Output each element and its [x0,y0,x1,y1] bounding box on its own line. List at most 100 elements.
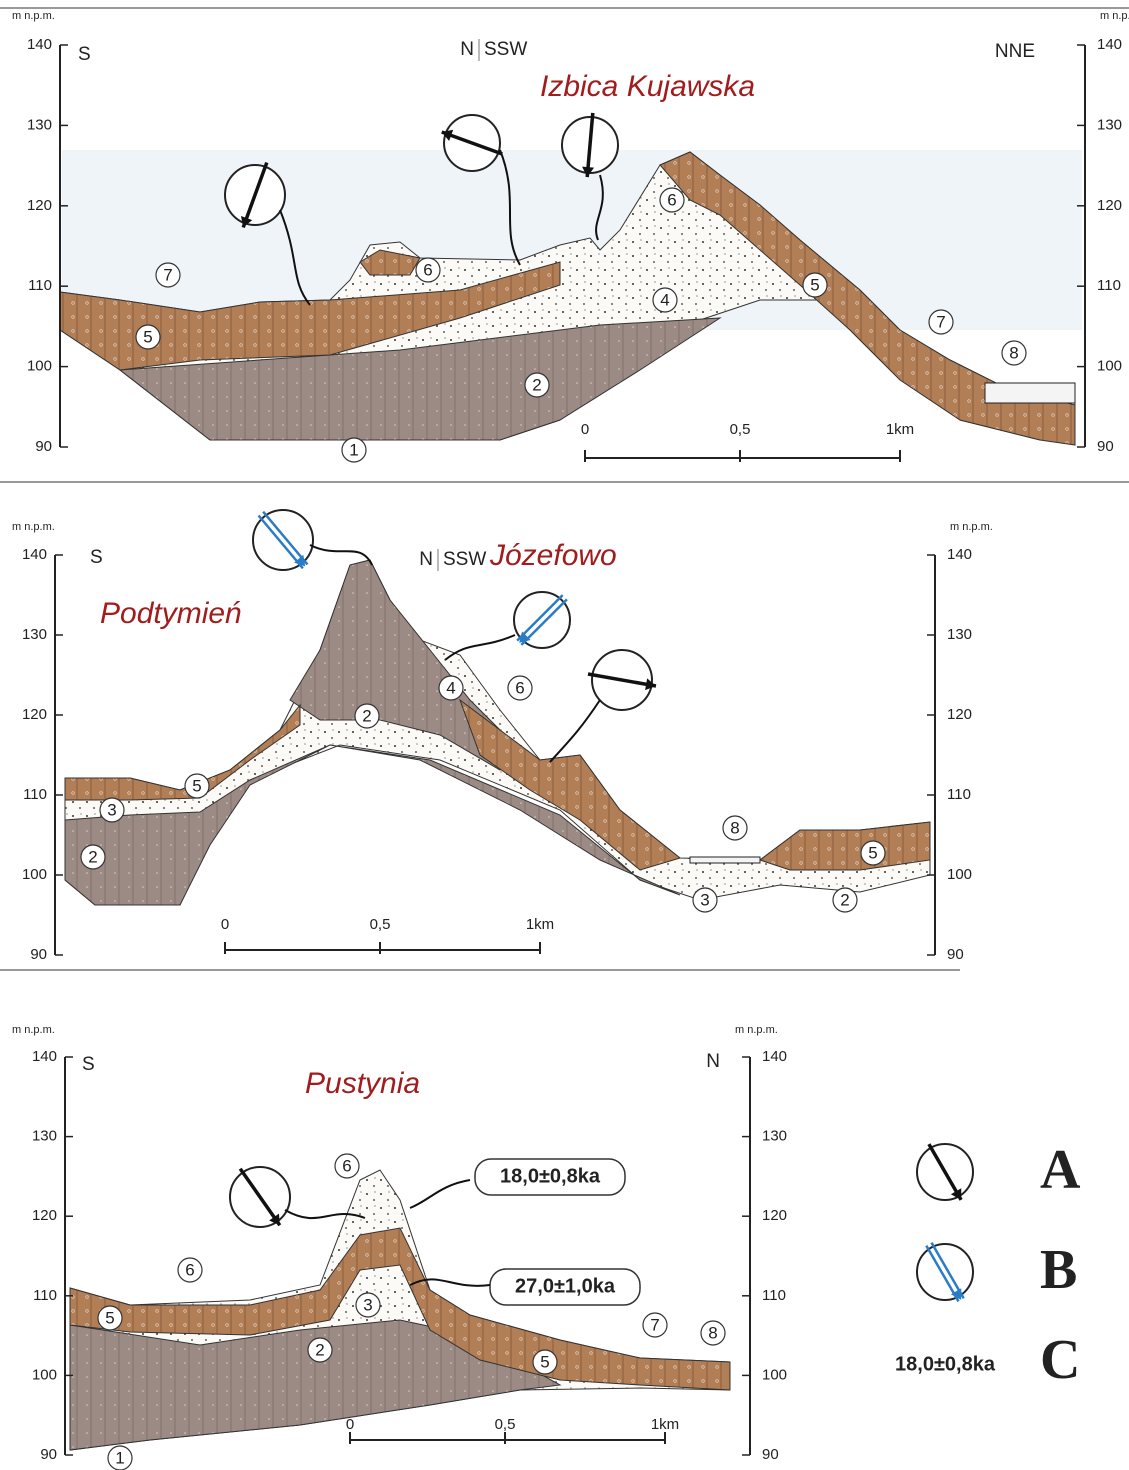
layer-label: 8 [730,818,739,837]
layer-label: 5 [192,776,201,795]
scale-label: 1km [886,421,914,438]
layer-label: 2 [88,847,97,866]
y-tick-label: 90 [35,438,52,455]
y-tick-label: 120 [27,197,52,214]
unit-label: m n.p.m. [12,1024,55,1036]
y-tick-label: 110 [28,277,52,294]
y-tick-label: 100 [762,1366,787,1383]
layer-label: 5 [868,843,877,862]
y-tick-label: 110 [33,1287,57,1304]
y-tick-label: 90 [947,946,964,963]
scale-label: 0,5 [730,421,751,438]
direction-label: N [706,1051,720,1072]
y-tick-label: 90 [40,1446,57,1463]
y-tick-label: 110 [23,786,47,803]
layer-label: 6 [423,260,432,279]
layer-label: 5 [810,275,819,294]
scale-label: 1km [526,916,554,933]
y-tick-label: 140 [32,1048,57,1065]
y-tick-label: 140 [947,546,972,563]
legend-label: A [1040,1139,1081,1201]
y-tick-label: 120 [1097,197,1122,214]
y-tick-label: 110 [947,786,971,803]
layer-label: 5 [540,1352,549,1371]
layer-label: 7 [163,265,172,284]
layer-label: 6 [667,190,676,209]
layer-label: 6 [515,678,524,697]
y-tick-label: 100 [22,866,47,883]
layer-label: 6 [185,1260,194,1279]
layer-label: 1 [115,1448,124,1467]
y-tick-label: 120 [22,706,47,723]
direction-label: N [460,39,474,60]
layer-label: 5 [143,327,152,346]
peat [690,857,760,863]
y-tick-label: 90 [30,946,47,963]
layer-label: 7 [650,1315,659,1334]
scale-label: 0 [346,1416,354,1433]
layer-label: 5 [105,1308,114,1327]
unit-label: m n.p.m. [12,521,55,533]
y-tick-label: 90 [1097,438,1114,455]
y-tick-label: 140 [762,1048,787,1065]
y-tick-label: 100 [947,866,972,883]
till-layer-5-mid [460,700,680,870]
y-tick-label: 100 [1097,358,1122,375]
leader [410,1180,470,1208]
layer-label: 4 [446,678,455,697]
y-tick-label: 140 [27,36,52,53]
legend-date: 18,0±0,8ka [895,1353,996,1375]
scale-label: 1km [651,1416,679,1433]
layer-label: 3 [363,1295,372,1314]
layer-label: 2 [532,375,541,394]
scale-label: 0,5 [495,1416,516,1433]
layer-label: 3 [700,890,709,909]
peat [985,383,1075,403]
y-tick-label: 120 [947,706,972,723]
y-tick-label: 110 [1097,277,1121,294]
scale-label: 0 [221,916,229,933]
scale-label: 0,5 [370,916,391,933]
y-tick-label: 130 [947,626,972,643]
layer-label: 8 [708,1323,717,1342]
y-tick-label: 120 [762,1207,787,1224]
direction-label: SSW [443,549,486,570]
y-tick-label: 120 [32,1207,57,1224]
layer-label: 7 [936,312,945,331]
unit-label: m n.p.m. [735,1024,778,1036]
y-tick-label: 130 [27,116,52,133]
unit-label: m n.p.m. [12,10,55,22]
date-label: 18,0±0,8ka [500,1165,601,1187]
y-tick-label: 90 [762,1446,779,1463]
legend-label: C [1040,1329,1080,1391]
unit-label: m n.p.m. [1100,10,1129,22]
y-tick-label: 110 [762,1287,786,1304]
layer-label: 8 [1009,343,1018,362]
direction-label: SSW [484,39,527,60]
direction-label: S [90,547,103,568]
direction-label: S [82,1054,95,1075]
y-tick-label: 140 [1097,36,1122,53]
y-tick-label: 100 [32,1366,57,1383]
direction-label: S [78,44,91,65]
section-title: Pustynia [305,1067,420,1100]
y-tick-label: 100 [27,358,52,375]
legend-label: B [1040,1239,1077,1301]
section-title: Izbica Kujawska [540,70,755,103]
till-layer-5-right [760,822,930,870]
section-title: Józefowo [489,539,617,572]
layer-label: 2 [840,890,849,909]
y-tick-label: 130 [32,1128,57,1145]
layer-label: 2 [362,706,371,725]
section-title: Podtymień [100,597,242,630]
compass [917,1244,973,1300]
layer-label: 4 [660,290,669,309]
y-tick-label: 140 [22,546,47,563]
leader [550,700,600,762]
direction-label: N [419,549,433,570]
layer-label: 1 [349,440,358,459]
direction-label: NNE [995,41,1035,62]
cross-sections: 1401401301301201201101101001009090m n.p.… [0,0,1129,1470]
layer-label: 3 [107,800,116,819]
y-tick-label: 130 [22,626,47,643]
